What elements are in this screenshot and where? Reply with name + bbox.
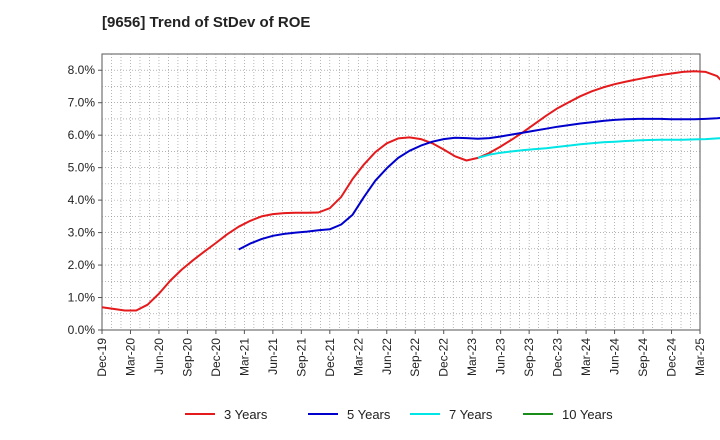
x-tick-label: Mar-25: [693, 338, 707, 376]
plot-border: [101, 53, 701, 331]
x-tick-label: Mar-23: [465, 338, 479, 376]
x-tick-label: Dec-21: [323, 338, 337, 377]
x-tick-label: Jun-24: [608, 338, 622, 375]
x-tick-label: Mar-21: [237, 338, 251, 376]
x-tick-label: Dec-22: [437, 338, 451, 377]
horizontal-gridlines: [102, 69, 700, 315]
y-tick-label: 0.0%: [68, 323, 96, 337]
x-tick-label: Sep-20: [180, 338, 194, 377]
chart-title: [9656] Trend of StDev of ROE: [102, 14, 311, 31]
plot-area: [101, 53, 701, 331]
x-tick-label: Dec-19: [95, 338, 109, 377]
x-tick-label: Jun-21: [266, 338, 280, 375]
legend-label: 3 Years: [224, 407, 268, 422]
legend-label: 10 Years: [562, 407, 613, 422]
x-tick-label: Mar-22: [351, 338, 365, 376]
legend-label: 5 Years: [347, 407, 391, 422]
x-tick-label: Sep-21: [294, 338, 308, 377]
series-lines: [101, 70, 720, 312]
y-tick-label: 3.0%: [68, 226, 96, 240]
x-tick-label: Jun-23: [494, 338, 508, 375]
y-tick-label: 2.0%: [68, 258, 96, 272]
x-tick-label: Sep-23: [522, 338, 536, 377]
series-line-3-years: [101, 70, 720, 312]
y-tick-label: 1.0%: [68, 291, 96, 305]
x-tick-label: Dec-23: [551, 338, 565, 377]
series-line-5-years: [238, 117, 720, 251]
y-tick-label: 6.0%: [68, 128, 96, 142]
y-tick-label: 5.0%: [68, 161, 96, 175]
legend-label: 7 Years: [449, 407, 493, 422]
vertical-gridlines: [111, 54, 691, 330]
y-tick-label: 8.0%: [68, 63, 96, 77]
x-tick-label: Sep-24: [636, 338, 650, 377]
legend: 3 Years 5 Years 7 Years 10 Years: [185, 407, 613, 422]
y-tick-label: 4.0%: [68, 193, 96, 207]
x-axis-tick-labels: Dec-19 Mar-20 Jun-20 Sep-20 Dec-20 Mar-21 Jun-…: [95, 330, 707, 377]
x-tick-label: Jun-20: [152, 338, 166, 375]
x-tick-label: Mar-20: [123, 338, 137, 376]
y-axis-tick-labels: 0.0% 1.0% 2.0% 3.0% 4.0% 5.0% 6.0% 7.0% 8.0%: [68, 63, 102, 337]
x-tick-label: Dec-24: [665, 338, 679, 377]
x-tick-label: Sep-22: [408, 338, 422, 377]
x-tick-label: Dec-20: [209, 338, 223, 377]
x-tick-label: Jun-22: [380, 338, 394, 375]
x-tick-label: Mar-24: [579, 338, 593, 376]
series-line-7-years: [477, 137, 720, 159]
y-tick-label: 7.0%: [68, 96, 96, 110]
